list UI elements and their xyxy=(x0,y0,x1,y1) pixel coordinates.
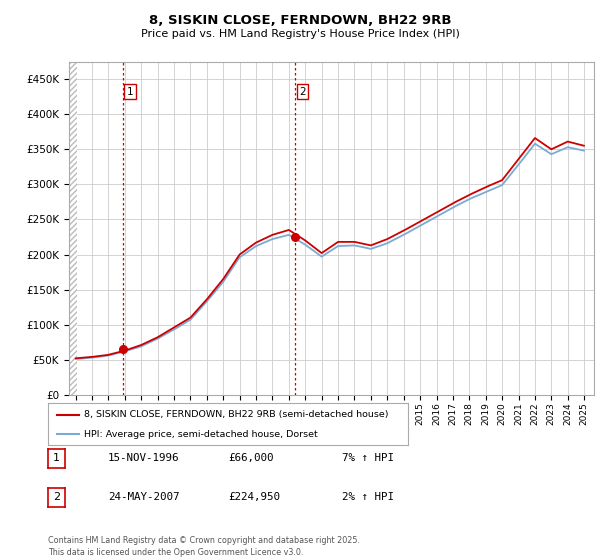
Text: 15-NOV-1996: 15-NOV-1996 xyxy=(108,453,179,463)
Text: 2: 2 xyxy=(299,87,306,96)
Text: 24-MAY-2007: 24-MAY-2007 xyxy=(108,492,179,502)
Text: Price paid vs. HM Land Registry's House Price Index (HPI): Price paid vs. HM Land Registry's House … xyxy=(140,29,460,39)
Text: HPI: Average price, semi-detached house, Dorset: HPI: Average price, semi-detached house,… xyxy=(84,430,318,439)
Text: £224,950: £224,950 xyxy=(228,492,280,502)
Text: 8, SISKIN CLOSE, FERNDOWN, BH22 9RB (semi-detached house): 8, SISKIN CLOSE, FERNDOWN, BH22 9RB (sem… xyxy=(84,410,389,419)
Text: 2: 2 xyxy=(53,492,60,502)
Text: 7% ↑ HPI: 7% ↑ HPI xyxy=(342,453,394,463)
Text: 1: 1 xyxy=(53,453,60,463)
Text: 2% ↑ HPI: 2% ↑ HPI xyxy=(342,492,394,502)
Text: 8, SISKIN CLOSE, FERNDOWN, BH22 9RB: 8, SISKIN CLOSE, FERNDOWN, BH22 9RB xyxy=(149,14,451,27)
Text: 1: 1 xyxy=(127,87,134,96)
Text: Contains HM Land Registry data © Crown copyright and database right 2025.
This d: Contains HM Land Registry data © Crown c… xyxy=(48,536,360,557)
Text: £66,000: £66,000 xyxy=(228,453,274,463)
